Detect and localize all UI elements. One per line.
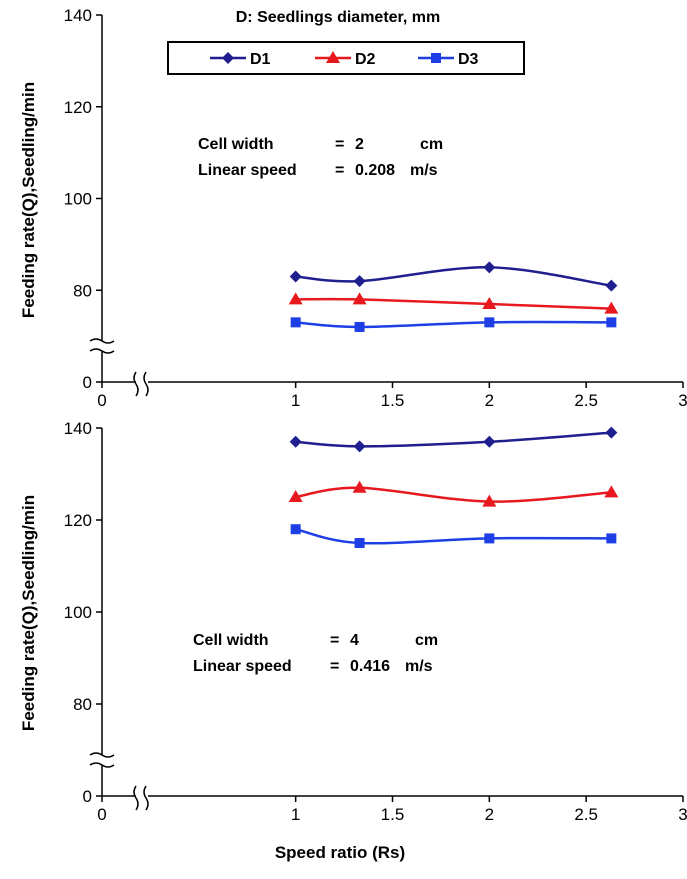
x-tick-label: 1 (291, 805, 300, 824)
x-tick-label: 2.5 (574, 805, 598, 824)
y-break-gap (94, 341, 110, 351)
y-axis-label-top: Feeding rate(Q),Seedling/min (19, 82, 38, 318)
y-tick-label: 100 (64, 190, 92, 209)
series-line-d3 (295, 320, 612, 329)
point-d1 (289, 270, 302, 283)
point-d2 (288, 292, 303, 305)
x-tick-label: 2 (485, 805, 494, 824)
x-axis-label: Speed ratio (Rs) (275, 843, 405, 862)
annotation-equals: = (335, 136, 344, 153)
y-axis-label-bottom: Feeding rate(Q),Seedling/min (19, 495, 38, 731)
point-d2 (352, 292, 367, 305)
series-line-d1 (295, 431, 612, 448)
x-break-mark (133, 785, 139, 811)
y-tick-label: 80 (73, 695, 92, 714)
y-tick-label: 80 (73, 281, 92, 300)
point-d3 (606, 317, 617, 328)
y-break-mark (89, 348, 115, 354)
legend: D: Seedlings diameter, mm D1 D2 D3 (167, 9, 525, 75)
legend-marker-d1 (222, 52, 234, 64)
x-break-mark (143, 371, 149, 397)
point-d1 (605, 279, 618, 292)
x-tick-label: 1.5 (381, 391, 405, 410)
legend-title: D: Seedlings diameter, mm (236, 9, 441, 26)
x-break-mark (133, 371, 139, 397)
y-break-mark (89, 752, 115, 758)
annotation-unit: cm (415, 632, 438, 649)
point-d3 (354, 538, 365, 548)
annotation-label: Cell width (198, 136, 274, 153)
y-tick-label: 100 (64, 603, 92, 622)
point-d3 (484, 533, 495, 544)
series-line-d1 (295, 266, 612, 287)
point-d2 (482, 297, 497, 310)
point-d3 (606, 533, 617, 544)
series-line-d2 (295, 486, 612, 503)
annotation-equals: = (330, 632, 339, 649)
x-tick-label: 2 (485, 391, 494, 410)
legend-marker-d2 (326, 51, 340, 63)
y-break-gap (94, 755, 110, 765)
y-break-mark (89, 338, 115, 344)
point-d2 (604, 301, 619, 314)
point-d3 (484, 317, 495, 328)
x-tick-label: 2.5 (574, 391, 598, 410)
point-d2 (288, 490, 303, 502)
annotation-value: 0.416 (350, 658, 390, 675)
point-d2 (352, 480, 367, 493)
x-tick-label: 3 (678, 391, 687, 410)
panel-bottom: 0 80 100 120 140 0 1 1.5 2 2.5 3 Cell width = 4 cm Line… (64, 419, 687, 824)
legend-marker-d3 (431, 53, 441, 63)
x-break-gap (136, 374, 148, 390)
x-break-gap (136, 788, 148, 804)
annotation-label: Linear speed (198, 162, 297, 179)
y-tick-label: 0 (83, 373, 92, 392)
x-tick-label: 0 (97, 391, 106, 410)
legend-label-d1: D1 (250, 51, 271, 68)
series-line-d3 (295, 527, 612, 545)
point-d3 (290, 524, 301, 535)
x-tick-label: 0 (97, 805, 106, 824)
annotation-unit: m/s (410, 162, 438, 179)
point-d1 (605, 426, 618, 439)
x-tick-label: 3 (678, 805, 687, 824)
point-d2 (482, 494, 497, 507)
point-d1 (353, 275, 366, 288)
annotation-equals: = (335, 162, 344, 179)
y-tick-label: 120 (64, 98, 92, 117)
x-break-mark (143, 785, 149, 811)
y-break-mark (89, 762, 115, 768)
annotation-unit: m/s (405, 658, 433, 675)
annotation-value: 2 (355, 136, 364, 153)
x-tick-label: 1 (291, 391, 300, 410)
annotation-unit: cm (420, 136, 443, 153)
point-d1 (353, 440, 366, 453)
point-d1 (289, 435, 302, 448)
point-d3 (290, 317, 301, 328)
point-d1 (483, 435, 496, 448)
series-line-d2 (295, 297, 612, 310)
y-tick-label: 140 (64, 419, 92, 438)
y-tick-label: 140 (64, 6, 92, 25)
x-tick-label: 1.5 (381, 805, 405, 824)
point-d2 (604, 485, 619, 498)
panel-top: 0 80 100 120 140 0 1 1.5 2 2.5 3 Cell width = 2 cm Line… (64, 6, 687, 410)
annotation-label: Linear speed (193, 658, 292, 675)
annotation-label: Cell width (193, 632, 269, 649)
annotation-equals: = (330, 658, 339, 675)
y-tick-label: 120 (64, 511, 92, 530)
annotation-value: 4 (350, 632, 359, 649)
legend-label-d3: D3 (458, 51, 479, 68)
point-d3 (354, 321, 365, 332)
y-tick-label: 0 (83, 787, 92, 806)
legend-label-d2: D2 (355, 51, 376, 68)
annotation-value: 0.208 (355, 162, 395, 179)
point-d1 (483, 261, 496, 274)
